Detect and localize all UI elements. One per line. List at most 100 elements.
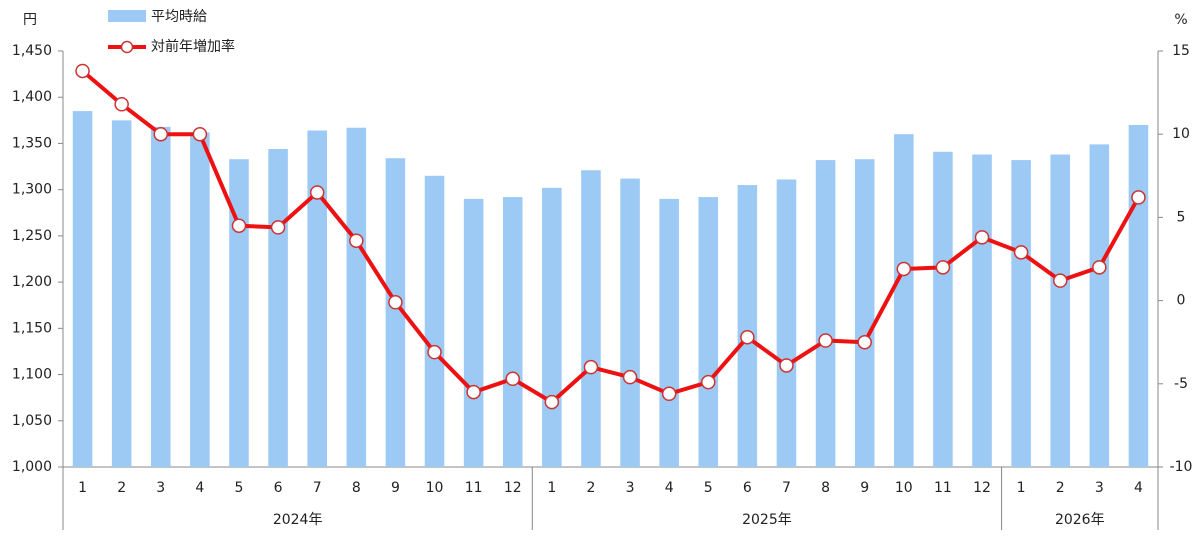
bar [972,154,992,467]
line-marker [309,185,325,200]
line-marker [153,126,169,142]
x-tick-label: 11 [465,480,483,496]
y-tick-label: 1,300 [12,182,52,198]
x-tick-label: 2 [586,480,595,496]
y-tick-label: 1,100 [12,367,52,383]
line-marker [896,261,912,277]
line-marker [661,386,677,402]
bar [268,148,288,468]
bar [307,130,327,467]
y-tick-label: 1,400 [12,89,52,105]
bar [229,159,249,467]
group-label: 2026年 [1055,512,1105,528]
line-marker [231,218,247,233]
x-tick-label: 8 [821,480,830,496]
y2-tick-label: -5 [1174,376,1188,392]
group-label: 2025年 [742,512,792,528]
line-marker [388,295,403,310]
x-tick-label: 10 [426,480,444,496]
legend-label: 平均時給 [151,9,207,25]
line-marker [1052,273,1068,288]
bar [776,179,797,467]
x-tick-label: 4 [195,480,204,496]
bar [620,178,640,467]
line-marker [1013,245,1029,260]
line-marker [466,384,481,400]
bar [502,197,523,467]
y-tick-label: 1,000 [12,459,52,475]
y-tick-label: 1,050 [12,413,52,429]
y-tick-label: 1,350 [12,135,52,151]
line-marker [701,374,716,390]
x-tick-label: 1 [78,480,87,496]
bar [1011,160,1031,467]
x-tick-label: 6 [274,480,283,496]
x-tick-label: 1 [547,480,556,496]
line-marker [818,333,833,348]
bar [581,170,601,467]
line-marker [75,63,90,79]
line-marker [740,329,755,345]
y2-tick-label: 5 [1177,209,1186,225]
y2-unit: % [1174,12,1187,28]
x-tick-label: 10 [895,480,913,496]
line-marker [427,344,442,360]
legend-line-marker [120,40,134,54]
x-tick-label: 1 [1017,480,1026,496]
line-marker [544,394,560,410]
bar [933,151,953,467]
bar [1128,124,1149,467]
bar [424,175,445,468]
x-tick-label: 9 [860,480,869,496]
line [81,69,1141,405]
bar [815,160,836,467]
x-tick-label: 5 [704,480,713,496]
line-marker [779,358,794,373]
x-tick-label: 9 [391,480,400,496]
x-tick-label: 8 [352,480,361,496]
line-marker [935,260,951,275]
bar [111,120,132,467]
group-label: 2024年 [273,512,323,528]
line-marker [114,96,129,112]
bar [894,134,914,467]
x-tick-label: 4 [1134,480,1143,496]
bar [150,126,171,467]
bar [72,111,93,467]
bar [346,127,367,468]
bar [463,198,484,467]
y-tick-label: 1,150 [12,320,52,336]
legend-bar-swatch [108,10,146,22]
x-tick-label: 4 [665,480,674,496]
x-tick-label: 5 [235,480,244,496]
line-marker [583,359,599,375]
bar [1089,144,1110,467]
bar [737,185,758,468]
x-tick-label: 3 [156,480,165,496]
bar [385,158,406,468]
x-tick-label: 12 [973,480,991,496]
line-marker [505,371,520,387]
y-tick-label: 1,450 [12,43,52,59]
x-tick-label: 12 [504,480,522,496]
line-marker [622,369,638,385]
y2-tick-label: 10 [1172,126,1190,142]
bar [1050,154,1071,467]
x-tick-label: 2 [117,480,126,496]
y-unit: 円 [23,12,37,28]
line-marker [1131,190,1146,205]
y-tick-label: 1,200 [12,274,52,290]
bar [190,132,210,467]
x-tick-label: 3 [1095,480,1104,496]
y2-tick-label: 0 [1177,293,1186,309]
x-tick-label: 7 [782,480,791,496]
y2-tick-label: 15 [1172,43,1190,59]
line-marker [857,334,872,350]
x-tick-label: 7 [313,480,322,496]
y-tick-label: 1,250 [12,228,52,244]
line-marker [192,126,208,142]
x-tick-label: 2 [1056,480,1065,496]
bar [854,159,875,467]
line-marker [270,220,286,235]
